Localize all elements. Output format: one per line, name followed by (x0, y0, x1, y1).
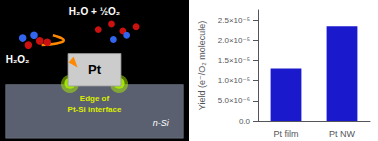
svg-text:H₂O + ½O₂: H₂O + ½O₂ (69, 6, 120, 17)
svg-text:1.5×10⁻⁵: 1.5×10⁻⁵ (218, 56, 250, 65)
svg-text:Edge of: Edge of (80, 94, 110, 103)
svg-text:Pt: Pt (88, 62, 102, 77)
svg-text:Pt film: Pt film (273, 129, 298, 139)
svg-text:2.5×10⁻⁵: 2.5×10⁻⁵ (218, 16, 250, 25)
svg-text:Yield (e⁻/O₂ molecule): Yield (e⁻/O₂ molecule) (197, 21, 207, 110)
svg-text:Pt-Si interface: Pt-Si interface (68, 105, 122, 114)
svg-text:1.0×10⁻⁵: 1.0×10⁻⁵ (218, 76, 250, 85)
svg-text:H₂O₂: H₂O₂ (6, 54, 30, 65)
svg-text:5.0×10⁻⁶: 5.0×10⁻⁶ (218, 96, 250, 105)
svg-text:n-Si: n-Si (153, 118, 170, 128)
svg-text:2.0×10⁻⁵: 2.0×10⁻⁵ (218, 36, 250, 45)
svg-text:0.0: 0.0 (239, 117, 251, 126)
svg-text:Pt NW: Pt NW (329, 129, 356, 139)
